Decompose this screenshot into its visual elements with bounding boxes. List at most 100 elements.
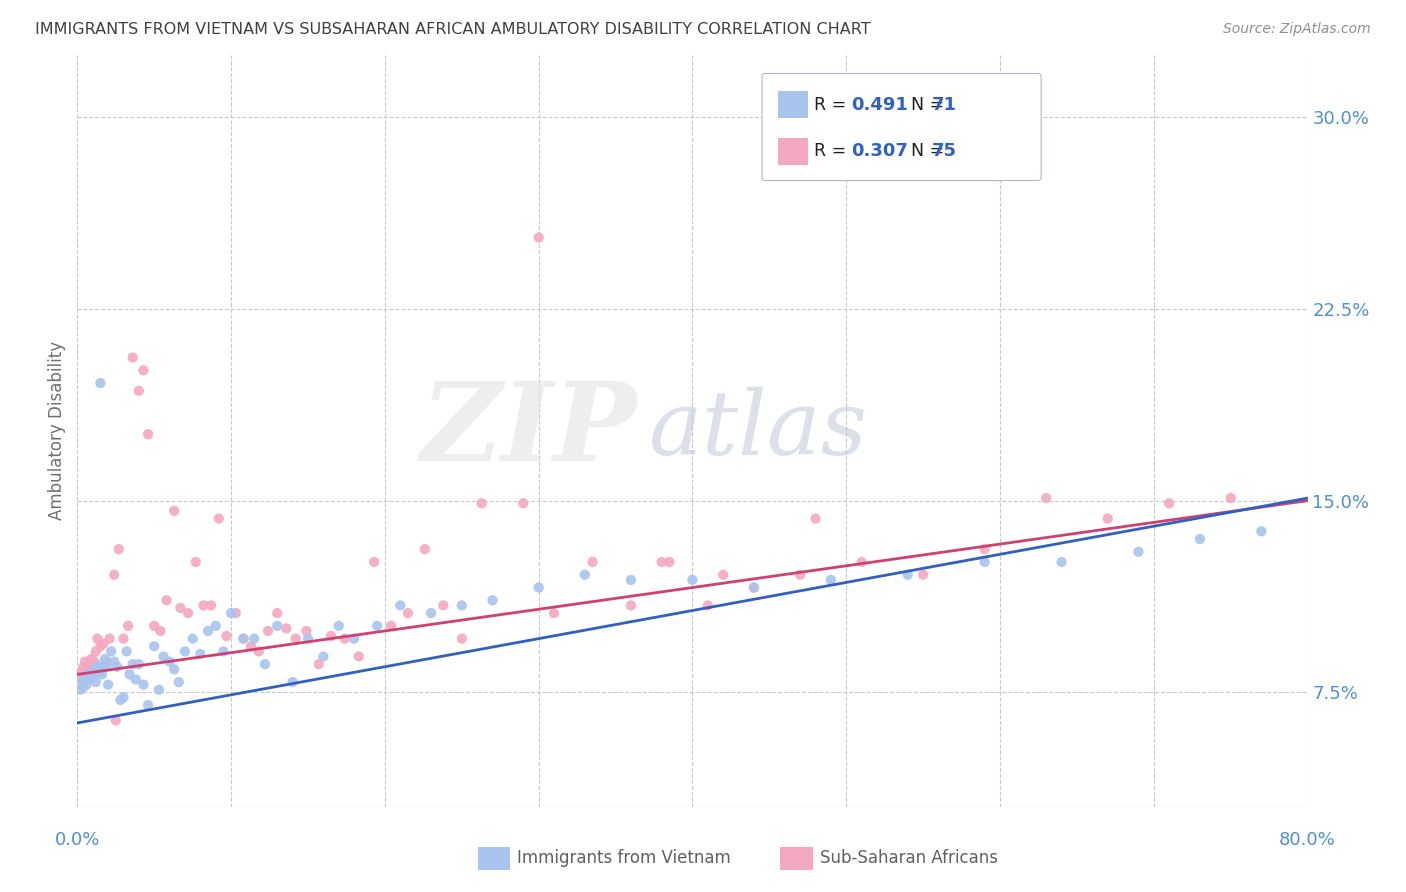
Point bbox=[742, 581, 765, 595]
Point bbox=[253, 657, 276, 672]
Point bbox=[197, 624, 219, 638]
Point bbox=[98, 632, 121, 646]
Point bbox=[208, 511, 231, 525]
Text: N =: N = bbox=[900, 143, 949, 161]
Point bbox=[115, 644, 138, 658]
Point bbox=[284, 632, 307, 646]
Point bbox=[177, 606, 200, 620]
Point bbox=[658, 555, 681, 569]
Point bbox=[79, 662, 101, 676]
Point bbox=[117, 619, 139, 633]
Point bbox=[247, 644, 270, 658]
Point bbox=[132, 363, 155, 377]
Point bbox=[103, 567, 125, 582]
Point bbox=[96, 655, 118, 669]
Point bbox=[132, 678, 155, 692]
Point bbox=[789, 567, 811, 582]
Text: 75: 75 bbox=[932, 143, 957, 161]
Point bbox=[73, 655, 96, 669]
Point bbox=[1250, 524, 1272, 539]
Point bbox=[76, 678, 98, 692]
Point bbox=[73, 673, 96, 687]
Point bbox=[159, 655, 181, 669]
Point bbox=[312, 649, 335, 664]
Point bbox=[219, 606, 242, 620]
Point bbox=[128, 657, 150, 672]
Point bbox=[90, 667, 114, 681]
Point bbox=[76, 665, 98, 679]
Point bbox=[70, 675, 93, 690]
Point bbox=[83, 667, 105, 681]
Point bbox=[651, 555, 673, 569]
Point bbox=[87, 662, 110, 676]
Point bbox=[84, 675, 107, 690]
Point bbox=[276, 621, 298, 635]
Point bbox=[152, 649, 174, 664]
Point bbox=[527, 581, 550, 595]
Point bbox=[804, 511, 827, 525]
Point bbox=[121, 351, 143, 365]
Text: 0.307: 0.307 bbox=[851, 143, 907, 161]
Point bbox=[103, 655, 125, 669]
Point bbox=[69, 682, 91, 697]
Point bbox=[136, 427, 159, 442]
Point bbox=[432, 599, 454, 613]
Point bbox=[84, 644, 107, 658]
Point bbox=[69, 670, 91, 684]
Point bbox=[188, 647, 212, 661]
Point bbox=[512, 496, 534, 510]
Point bbox=[86, 632, 108, 646]
Point bbox=[363, 555, 385, 569]
Point bbox=[973, 542, 995, 557]
Y-axis label: Ambulatory Disability: Ambulatory Disability bbox=[48, 341, 66, 520]
Point bbox=[696, 599, 718, 613]
Point bbox=[155, 593, 177, 607]
Point bbox=[86, 659, 108, 673]
Point bbox=[174, 644, 197, 658]
Point bbox=[266, 619, 288, 633]
Point bbox=[212, 644, 235, 658]
Point bbox=[143, 640, 166, 654]
Point bbox=[70, 665, 93, 679]
Point bbox=[167, 675, 190, 690]
Text: atlas: atlas bbox=[650, 387, 869, 474]
Point bbox=[181, 632, 204, 646]
Point bbox=[184, 555, 207, 569]
Point bbox=[215, 629, 238, 643]
Point bbox=[89, 665, 111, 679]
Point bbox=[110, 693, 132, 707]
Point bbox=[72, 659, 94, 673]
Point bbox=[1188, 532, 1211, 546]
Point bbox=[108, 542, 131, 557]
Point bbox=[973, 555, 995, 569]
Point bbox=[1128, 545, 1150, 559]
Point bbox=[93, 637, 115, 651]
Point bbox=[295, 624, 318, 638]
Point bbox=[163, 504, 186, 518]
Point bbox=[100, 644, 122, 658]
Point bbox=[125, 673, 148, 687]
Text: Sub-Saharan Africans: Sub-Saharan Africans bbox=[820, 849, 998, 867]
Text: Source: ZipAtlas.com: Source: ZipAtlas.com bbox=[1223, 22, 1371, 37]
Point bbox=[104, 714, 127, 728]
Point bbox=[574, 567, 596, 582]
Point bbox=[232, 632, 254, 646]
Point bbox=[851, 555, 873, 569]
Point bbox=[543, 606, 565, 620]
Point bbox=[112, 632, 135, 646]
Point bbox=[420, 606, 443, 620]
Point bbox=[94, 652, 117, 666]
Point bbox=[481, 593, 503, 607]
Point bbox=[128, 384, 150, 398]
Point bbox=[1219, 491, 1241, 505]
Point bbox=[820, 573, 842, 587]
Point bbox=[281, 675, 304, 690]
Point bbox=[450, 599, 472, 613]
Point bbox=[243, 632, 266, 646]
Text: Immigrants from Vietnam: Immigrants from Vietnam bbox=[517, 849, 731, 867]
Point bbox=[82, 657, 104, 672]
Point bbox=[148, 682, 170, 697]
Point bbox=[333, 632, 356, 646]
Point bbox=[1097, 511, 1119, 525]
Point bbox=[297, 632, 319, 646]
